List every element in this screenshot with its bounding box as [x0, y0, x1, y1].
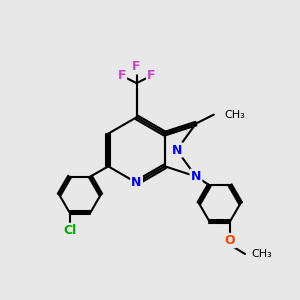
- Text: F: F: [147, 69, 156, 82]
- Text: N: N: [191, 170, 201, 183]
- Text: F: F: [132, 60, 141, 73]
- Text: N: N: [172, 143, 182, 157]
- Text: CH₃: CH₃: [251, 249, 272, 259]
- Text: CH₃: CH₃: [224, 110, 245, 120]
- Text: F: F: [117, 69, 126, 82]
- Text: N: N: [131, 176, 142, 189]
- Text: Cl: Cl: [63, 224, 76, 237]
- Text: O: O: [225, 234, 236, 247]
